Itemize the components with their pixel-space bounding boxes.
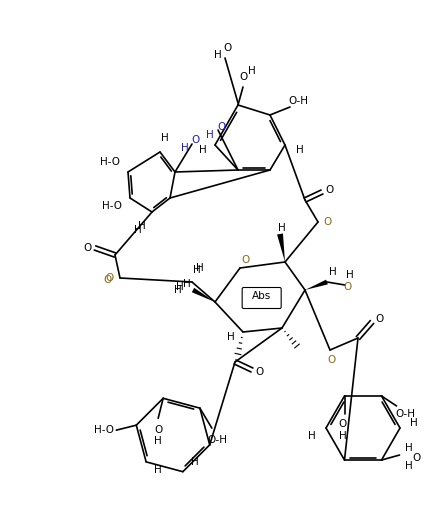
Text: H: H [206,130,214,140]
Polygon shape [305,280,328,290]
Text: O: O [256,367,264,377]
Text: H: H [154,465,162,475]
Text: H-O: H-O [94,425,114,435]
Text: O-H: O-H [208,435,228,445]
Text: H: H [196,263,204,273]
Text: H: H [154,436,162,446]
Text: O: O [324,217,332,227]
Text: H-O: H-O [100,157,120,167]
Text: H: H [176,282,184,292]
Text: O: O [326,185,334,195]
Text: H: H [339,431,347,441]
Text: O: O [339,419,347,429]
Text: O: O [83,243,91,253]
Text: O-H: O-H [288,96,308,106]
Text: H: H [199,145,207,155]
Text: H: H [214,50,222,60]
Text: H: H [329,267,337,277]
Text: O: O [154,425,162,435]
Text: H: H [346,270,354,280]
Text: O: O [191,135,199,145]
Text: H: H [410,418,418,428]
Text: O: O [343,282,351,292]
Text: H: H [174,285,182,295]
Text: H: H [227,332,235,342]
FancyBboxPatch shape [242,288,281,309]
Text: H: H [405,443,413,453]
Text: O: O [376,314,384,324]
Text: H: H [308,431,316,441]
Text: H: H [193,265,201,275]
Text: H: H [161,133,169,143]
Text: H: H [138,221,146,231]
Text: O: O [104,275,112,285]
Text: O: O [239,72,247,82]
Text: Abs: Abs [252,291,271,301]
Polygon shape [192,288,215,302]
Text: H: H [191,457,199,467]
Text: O: O [413,453,421,463]
Text: O: O [106,273,114,283]
Text: H: H [181,143,189,153]
Polygon shape [277,233,285,262]
Text: O-H: O-H [396,409,416,419]
Text: H: H [296,145,304,155]
Text: O: O [218,122,226,132]
Text: H-O: H-O [102,201,122,211]
Text: H: H [183,279,191,289]
Text: O: O [224,43,232,53]
Text: H: H [405,461,413,471]
Text: O: O [328,355,336,365]
Text: H: H [134,225,142,235]
Text: H: H [248,66,256,76]
Text: H: H [278,223,286,233]
Text: O: O [241,255,249,265]
